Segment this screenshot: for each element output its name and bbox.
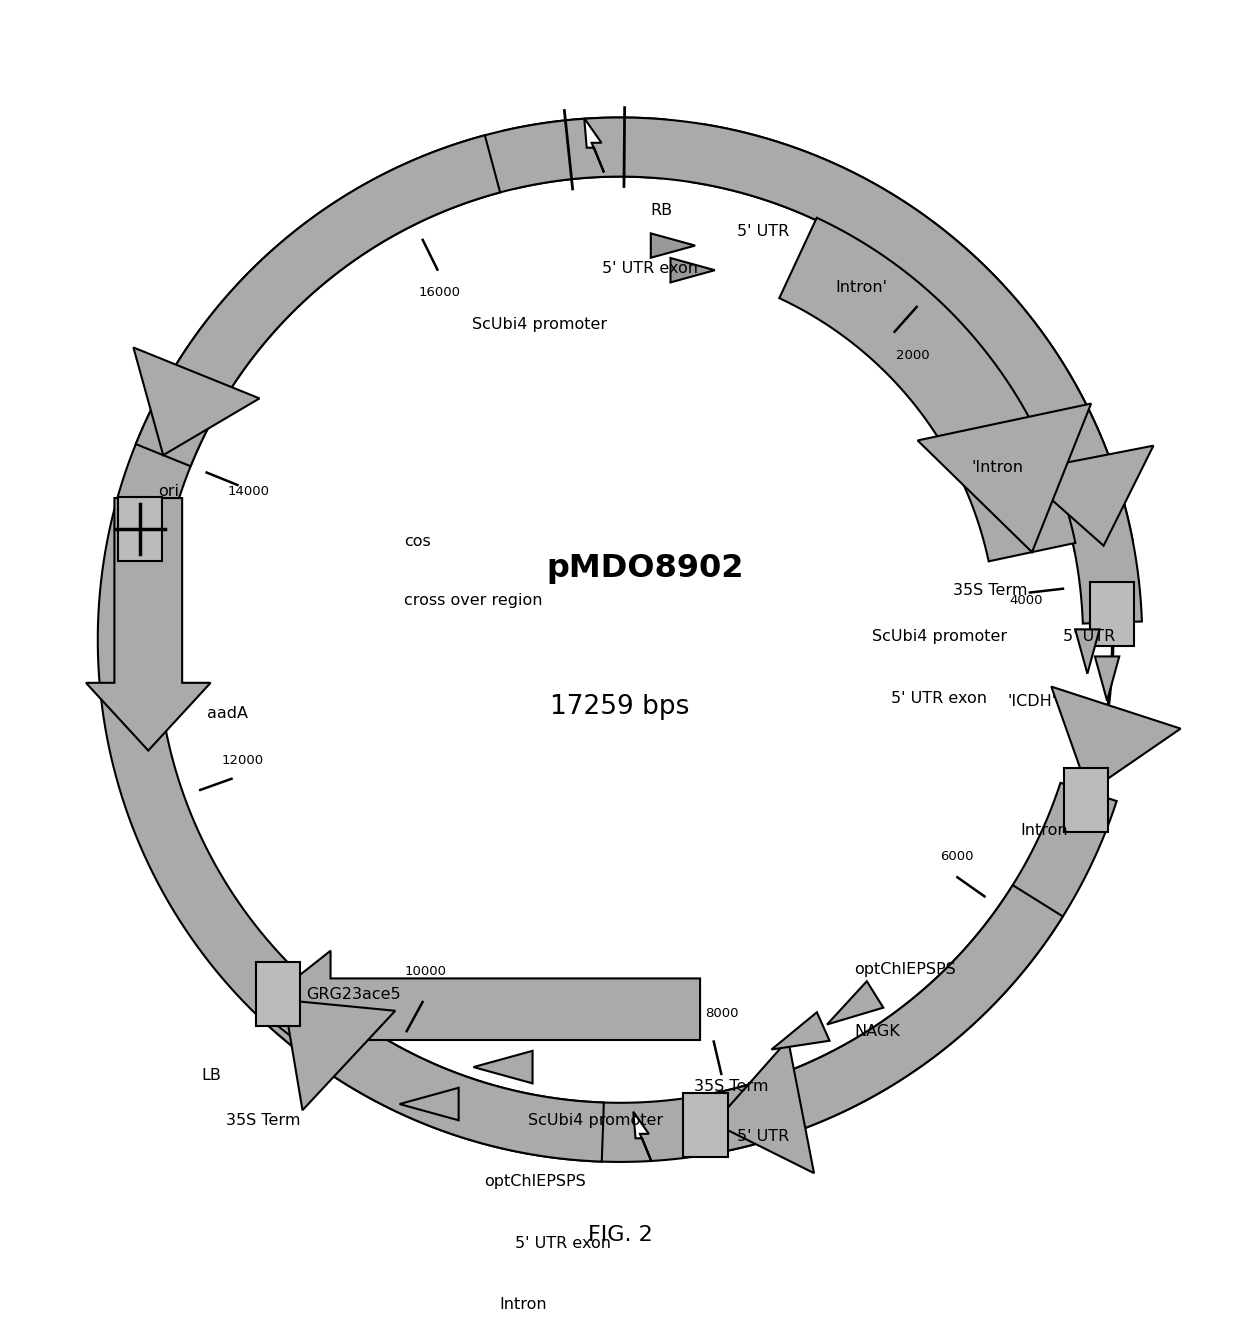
- Text: 'ICDH': 'ICDH': [1008, 693, 1056, 709]
- Text: aadA: aadA: [207, 707, 248, 721]
- Polygon shape: [284, 1000, 396, 1110]
- Text: 5' UTR: 5' UTR: [737, 224, 789, 240]
- Bar: [118, 498, 162, 561]
- Polygon shape: [584, 118, 604, 173]
- Text: RB: RB: [651, 204, 673, 219]
- Polygon shape: [651, 233, 696, 257]
- Text: 17259 bps: 17259 bps: [551, 695, 689, 720]
- Polygon shape: [918, 404, 1091, 552]
- Polygon shape: [708, 885, 1063, 1152]
- Bar: [1090, 582, 1135, 646]
- Text: cos: cos: [404, 534, 432, 548]
- Text: pMDO8902: pMDO8902: [546, 552, 744, 583]
- Text: Intron': Intron': [836, 280, 888, 295]
- Text: 10000: 10000: [404, 964, 446, 978]
- Polygon shape: [399, 1088, 459, 1120]
- Polygon shape: [136, 135, 500, 467]
- Polygon shape: [779, 217, 1075, 562]
- Polygon shape: [502, 118, 666, 189]
- Text: ori: ori: [159, 484, 179, 499]
- Polygon shape: [264, 979, 604, 1161]
- Polygon shape: [86, 498, 211, 751]
- Bar: [683, 1093, 728, 1157]
- Text: FIG. 2: FIG. 2: [588, 1224, 652, 1244]
- Text: cross over region: cross over region: [404, 593, 543, 607]
- Text: ScUbi4 promoter: ScUbi4 promoter: [873, 629, 1008, 644]
- Polygon shape: [1075, 629, 1100, 673]
- Polygon shape: [98, 118, 1142, 1161]
- Text: 5' UTR: 5' UTR: [737, 1129, 789, 1144]
- Polygon shape: [692, 123, 1132, 551]
- Text: 6000: 6000: [940, 850, 973, 864]
- Bar: [1064, 768, 1109, 833]
- Text: optChlEPSPS: optChlEPSPS: [854, 963, 956, 978]
- Text: ScUbi4 promoter: ScUbi4 promoter: [528, 1113, 662, 1128]
- Text: 14000: 14000: [227, 485, 269, 499]
- Text: NAGK: NAGK: [854, 1025, 900, 1039]
- Text: Intron: Intron: [1021, 823, 1068, 838]
- Polygon shape: [134, 347, 259, 455]
- Text: GRG23ace5: GRG23ace5: [306, 987, 401, 1002]
- Polygon shape: [257, 951, 701, 1067]
- Text: 2000: 2000: [897, 349, 930, 362]
- Text: 35S Term: 35S Term: [694, 1080, 769, 1094]
- Text: optChlEPSPS: optChlEPSPS: [485, 1175, 587, 1189]
- Text: 'Intron: 'Intron: [971, 460, 1023, 475]
- Polygon shape: [714, 1039, 813, 1173]
- Polygon shape: [827, 982, 883, 1025]
- Polygon shape: [771, 1012, 830, 1050]
- Text: 5' UTR exon: 5' UTR exon: [601, 261, 698, 276]
- Text: Intron: Intron: [500, 1297, 547, 1313]
- Text: 35S Term: 35S Term: [226, 1113, 300, 1128]
- Text: 5' UTR exon: 5' UTR exon: [516, 1235, 611, 1251]
- Polygon shape: [1095, 657, 1120, 701]
- Text: 4000: 4000: [1009, 594, 1043, 607]
- Text: LB: LB: [201, 1069, 221, 1084]
- Text: ScUbi4 promoter: ScUbi4 promoter: [472, 316, 608, 331]
- Polygon shape: [1021, 445, 1153, 546]
- Bar: [255, 961, 300, 1026]
- Text: 5' UTR exon: 5' UTR exon: [892, 692, 987, 707]
- Polygon shape: [671, 257, 714, 283]
- Text: 35S Term: 35S Term: [952, 583, 1027, 598]
- Text: 8000: 8000: [706, 1007, 739, 1021]
- Polygon shape: [634, 1112, 651, 1160]
- Text: 12000: 12000: [222, 754, 264, 767]
- Polygon shape: [1052, 687, 1180, 793]
- Text: 5' UTR: 5' UTR: [1064, 629, 1116, 644]
- Text: 16000: 16000: [418, 286, 460, 299]
- Polygon shape: [474, 1051, 532, 1084]
